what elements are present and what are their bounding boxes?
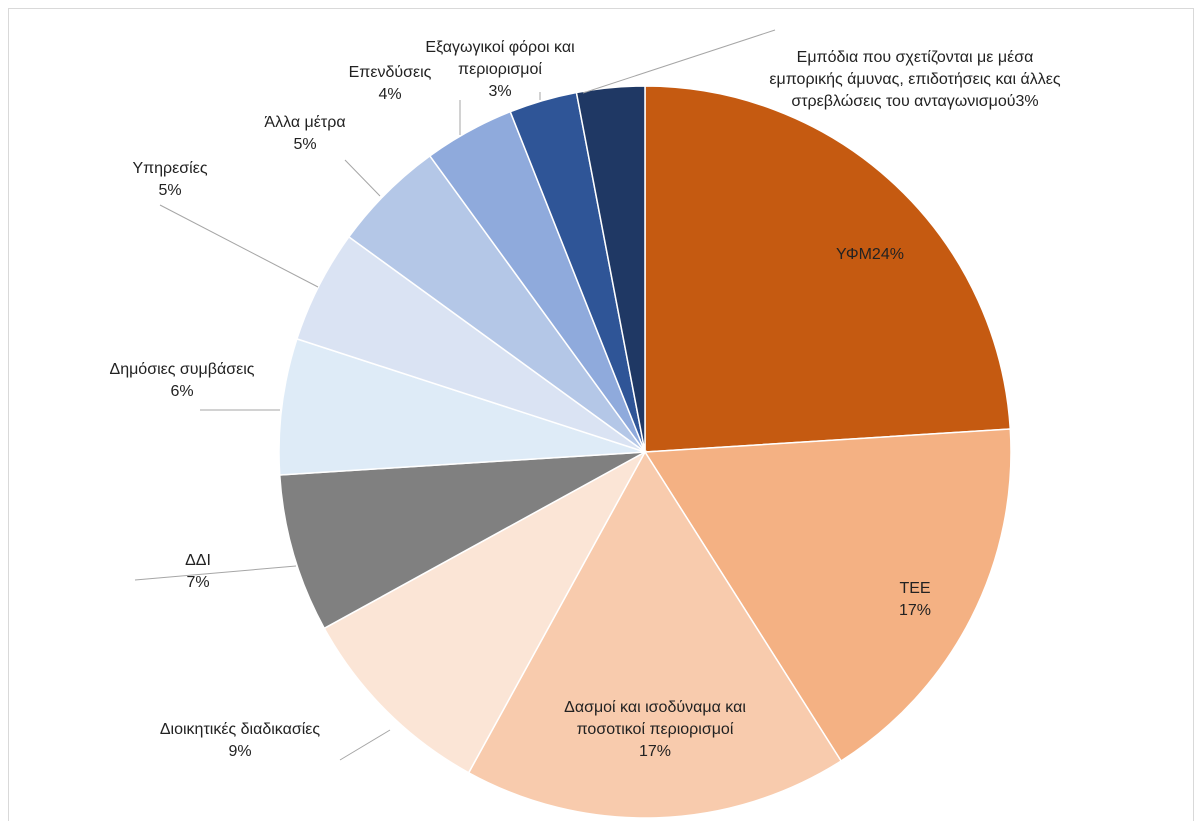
category-name: ΔΔΙ — [185, 552, 211, 569]
value-label: 3% — [1015, 93, 1039, 110]
category-name: Επενδύσεις — [348, 64, 432, 81]
slice-label: Εμπόδια που σχετίζονται με μέσα εμπορική… — [760, 47, 1070, 113]
leader-line — [339, 729, 391, 761]
category-name: Δασμοί και ισοδύναμα και ποσοτικοί περιο… — [564, 699, 746, 738]
pie-slice — [644, 85, 1012, 453]
slice-label: ΤΕΕ 17% — [855, 578, 975, 622]
value-label: 17% — [898, 602, 932, 619]
value-label: 6% — [170, 383, 194, 400]
slice-label: ΥΦΜ24% — [770, 244, 970, 266]
value-label: 5% — [293, 136, 317, 153]
value-label: 3% — [488, 83, 512, 100]
slice-label: ΔΔΙ 7% — [158, 550, 238, 594]
value-label: 9% — [228, 743, 252, 760]
pie-slice — [323, 450, 647, 774]
category-name: Δημόσιες συμβάσεις — [109, 361, 255, 378]
category-name: Εξαγωγικοί φόροι και περιορισμοί — [425, 39, 575, 78]
pie-slice — [643, 428, 1012, 763]
category-name: Υπηρεσίες — [132, 160, 208, 177]
pie-slice — [575, 85, 646, 453]
leader-line — [344, 159, 381, 197]
slice-label: Δασμοί και ισοδύναμα και ποσοτικοί περιο… — [540, 697, 770, 763]
value-label: 4% — [378, 86, 402, 103]
pie-slice — [278, 451, 646, 630]
category-name: Άλλα μέτρα — [264, 114, 346, 131]
category-name: ΥΦΜ — [836, 246, 872, 263]
leader-line — [582, 29, 776, 94]
pie-slice — [278, 337, 646, 476]
value-label: 17% — [638, 743, 672, 760]
category-name: Διοικητικές διαδικασίες — [159, 721, 321, 738]
slice-label: Εξαγωγικοί φόροι και περιορισμοί 3% — [400, 37, 600, 103]
slice-label: Επενδύσεις 4% — [325, 62, 455, 106]
category-name: ΤΕΕ — [899, 580, 931, 597]
value-label: 5% — [158, 182, 182, 199]
slice-label: Υπηρεσίες 5% — [110, 158, 230, 202]
value-label: 24% — [871, 246, 904, 263]
category-name: Εμπόδια που σχετίζονται με μέσα εμπορική… — [769, 49, 1061, 110]
chart-frame — [8, 8, 1194, 821]
slice-label: Δημόσιες συμβάσεις 6% — [72, 359, 292, 403]
slice-label: Διοικητικές διαδικασίες 9% — [120, 719, 360, 763]
pie-slice — [467, 450, 843, 819]
slice-label: Άλλα μέτρα 5% — [240, 112, 370, 156]
leader-line — [134, 565, 297, 581]
value-label: 7% — [186, 574, 210, 591]
leader-line — [159, 204, 319, 288]
